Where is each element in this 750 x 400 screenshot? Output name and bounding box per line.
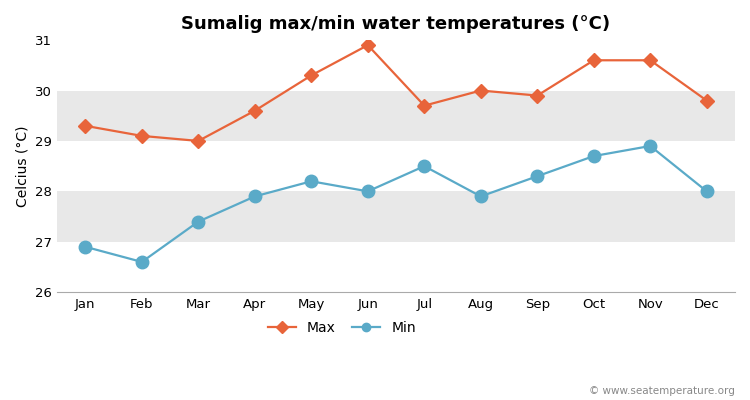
Bar [57,191,735,242]
Legend: Max, Min: Max, Min [262,316,422,341]
Y-axis label: Celcius (°C): Celcius (°C) [15,125,29,207]
Bar [57,90,735,141]
Title: Sumalig max/min water temperatures (°C): Sumalig max/min water temperatures (°C) [182,15,610,33]
Bar [57,242,735,292]
Bar [57,40,735,90]
Bar [57,141,735,191]
Text: © www.seatemperature.org: © www.seatemperature.org [590,386,735,396]
